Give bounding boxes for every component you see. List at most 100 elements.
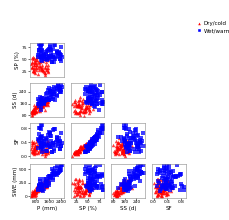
Point [158, 169, 162, 172]
Point [42, 183, 46, 187]
Point [136, 176, 139, 180]
Point [47, 183, 51, 187]
Point [38, 64, 42, 68]
Point [139, 149, 143, 153]
Point [168, 184, 172, 187]
Point [46, 138, 49, 141]
Point [39, 99, 43, 102]
Point [37, 143, 41, 147]
Point [124, 188, 128, 192]
Point [34, 193, 38, 196]
Point [30, 110, 34, 113]
Point [32, 190, 35, 194]
Point [39, 68, 43, 71]
Point [127, 181, 131, 184]
Point [42, 182, 46, 186]
Point [155, 193, 159, 196]
Point [125, 181, 129, 185]
Point [113, 189, 117, 193]
Point [161, 185, 164, 189]
Point [94, 134, 98, 138]
Point [39, 146, 43, 150]
Point [86, 145, 90, 149]
Point [30, 65, 34, 69]
Point [164, 183, 167, 187]
Point [34, 58, 38, 62]
Point [76, 184, 79, 188]
Point [73, 185, 76, 189]
Point [116, 192, 120, 195]
Point [113, 192, 117, 196]
Point [88, 146, 92, 150]
Point [91, 137, 95, 141]
Point [36, 110, 40, 113]
Point [79, 185, 82, 189]
Point [170, 187, 174, 190]
Point [40, 64, 44, 67]
Point [31, 70, 35, 73]
Point [57, 50, 61, 54]
Point [96, 134, 100, 138]
Point [158, 189, 162, 192]
Point [122, 178, 126, 181]
Point [165, 186, 169, 190]
Point [33, 71, 36, 74]
Point [89, 179, 93, 182]
Point [38, 103, 41, 106]
Point [155, 185, 159, 188]
Point [36, 60, 40, 64]
Point [43, 177, 46, 181]
Point [76, 184, 79, 188]
Point [162, 189, 165, 192]
Point [38, 106, 42, 110]
Point [182, 188, 186, 191]
Point [126, 147, 129, 151]
Point [94, 100, 98, 103]
Point [75, 192, 79, 196]
Point [90, 143, 93, 146]
Point [52, 174, 56, 177]
Point [38, 96, 42, 99]
Point [152, 181, 155, 184]
Point [158, 191, 162, 194]
Point [40, 184, 44, 188]
Point [45, 99, 49, 103]
Point [85, 101, 89, 104]
Point [79, 144, 83, 148]
Point [47, 130, 51, 134]
Point [136, 143, 139, 147]
Point [87, 142, 91, 145]
Point [31, 193, 35, 196]
Point [36, 56, 40, 59]
Point [46, 58, 49, 62]
Point [40, 67, 44, 71]
Point [121, 188, 124, 192]
Point [78, 144, 82, 148]
Point [77, 148, 81, 152]
Point [166, 179, 170, 183]
Point [36, 53, 40, 57]
Point [142, 163, 145, 167]
Point [43, 177, 47, 181]
Point [41, 134, 44, 138]
Point [40, 101, 44, 104]
Point [34, 188, 38, 192]
Point [125, 178, 129, 182]
Point [123, 181, 127, 184]
Point [48, 89, 52, 93]
Point [88, 172, 92, 176]
Point [122, 149, 126, 153]
Point [38, 65, 42, 68]
Point [58, 88, 61, 91]
Point [72, 100, 76, 103]
Point [90, 140, 93, 144]
Point [38, 178, 42, 181]
Point [35, 137, 39, 140]
Point [47, 98, 50, 101]
Point [90, 139, 94, 143]
Point [58, 168, 62, 171]
Point [87, 166, 90, 169]
Point [122, 123, 126, 127]
Point [120, 183, 124, 186]
Point [101, 124, 105, 127]
